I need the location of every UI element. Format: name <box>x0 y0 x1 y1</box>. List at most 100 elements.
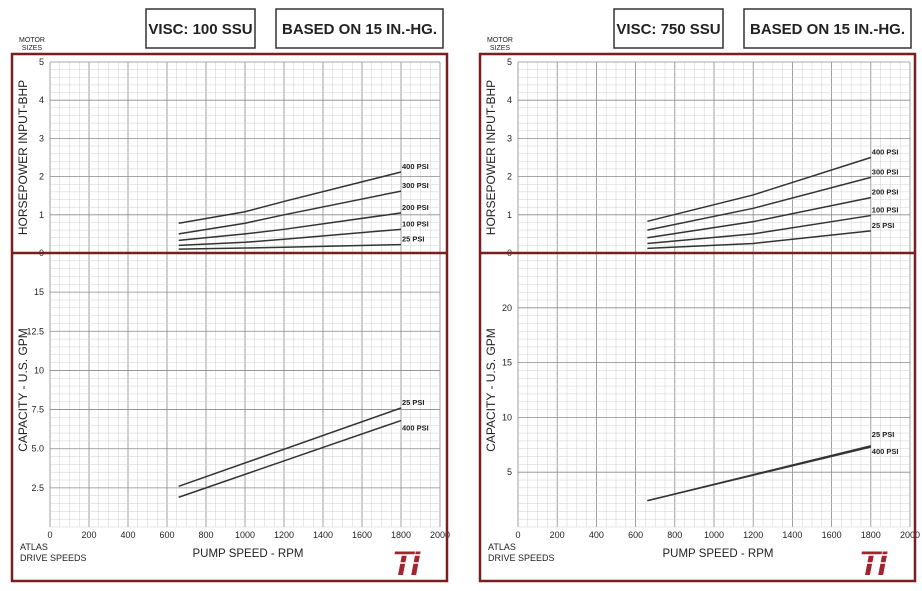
top-grid <box>517 61 911 254</box>
visc-label-box: VISC: 750 SSU <box>613 8 724 49</box>
series-line-400-psi <box>647 156 872 223</box>
bottom-y-tick-label: 5 <box>507 467 512 477</box>
series-label: 400 PSI <box>872 447 899 456</box>
logo-text: TI <box>859 545 889 583</box>
series-label: 25 PSI <box>402 235 425 244</box>
series-label: 300 PSI <box>872 167 899 176</box>
top-y-tick-label: 3 <box>507 133 512 143</box>
series-line-100-psi <box>178 228 402 247</box>
basis-label-box: BASED ON 15 IN.-HG. <box>743 8 912 49</box>
bottom-y-tick-label: 7.5 <box>31 405 44 415</box>
top-y-tick-label: 4 <box>39 95 44 105</box>
top-y-tick-label: 4 <box>507 95 512 105</box>
top-y-tick-label: 1 <box>507 210 512 220</box>
bottom-chart: 2.5 5.0 7.5 10 12.5 15 0 200 400 600 800 1000 1200 14… <box>16 252 450 540</box>
x-axis-title: PUMP SPEED - RPM <box>193 548 304 560</box>
x-tick-label: 1400 <box>782 530 802 540</box>
series-label: 400 PSI <box>872 148 899 157</box>
bottom-y-tick-label: 20 <box>502 303 512 313</box>
x-tick-label: 600 <box>159 530 174 540</box>
bottom-y-tick-label: 10 <box>502 412 512 422</box>
series-label: 400 PSI <box>402 424 429 433</box>
bottom-grid <box>49 252 441 528</box>
x-tick-label: 1000 <box>704 530 724 540</box>
top-y-tick-label: 2 <box>507 172 512 182</box>
x-tick-label: 800 <box>198 530 213 540</box>
series-label: 300 PSI <box>402 181 429 190</box>
atlas-label-line1: ATLAS <box>20 542 48 552</box>
bottom-y-tick-label: 15 <box>502 358 512 368</box>
series-line-400-psi <box>647 446 871 502</box>
x-tick-label: 1600 <box>822 530 842 540</box>
motor-sizes-label-line2: SIZES <box>490 45 511 52</box>
series-label: 200 PSI <box>402 203 429 212</box>
bottom-y-tick-label: 15 <box>34 287 44 297</box>
series-label: 100 PSI <box>872 206 899 215</box>
bottom-y-tick-label: 2.5 <box>31 483 44 493</box>
x-tick-label: 1800 <box>391 530 411 540</box>
bottom-y-axis-title: CAPACITY - U.S. GPM <box>16 328 30 452</box>
x-tick-label: 1400 <box>313 530 333 540</box>
visc-label: VISC: 750 SSU <box>616 21 720 38</box>
x-tick-label: 600 <box>628 530 643 540</box>
panel-1: VISC: 100 SSU BASED ON 15 IN.-HG. MOTORSIZ… <box>10 8 450 583</box>
series-label: 200 PSI <box>872 188 899 197</box>
series-line-400-psi <box>178 419 402 498</box>
series-line-400-psi <box>178 171 402 224</box>
top-y-tick-label: 5 <box>39 57 44 67</box>
logo-text: TI <box>392 545 422 583</box>
motor-sizes-label-line1: MOTOR <box>487 37 513 44</box>
x-tick-label: 2000 <box>430 530 450 540</box>
basis-label-box: BASED ON 15 IN.-HG. <box>275 8 444 49</box>
series-line-300-psi <box>178 190 402 235</box>
bottom-y-axis-title: CAPACITY - U.S. GPM <box>484 328 498 452</box>
series-label: 25 PSI <box>402 398 425 407</box>
x-tick-label: 0 <box>515 530 520 540</box>
motor-sizes-label-line2: SIZES <box>22 45 43 52</box>
top-y-tick-label: 5 <box>507 57 512 67</box>
series-line-200-psi <box>647 196 871 239</box>
basis-label: BASED ON 15 IN.-HG. <box>282 21 437 38</box>
series-line-200-psi <box>178 212 402 242</box>
atlas-label-line1: ATLAS <box>488 542 516 552</box>
x-tick-label: 2000 <box>900 530 920 540</box>
atlas-label-line2: DRIVE SPEEDS <box>20 553 87 563</box>
atlas-label-line2: DRIVE SPEEDS <box>488 553 555 563</box>
x-tick-label: 800 <box>667 530 682 540</box>
series-label: 400 PSI <box>402 162 429 171</box>
top-grid <box>49 61 441 254</box>
x-tick-label: 200 <box>550 530 565 540</box>
panel-frame <box>478 52 917 583</box>
top-y-tick-label: 1 <box>39 210 44 220</box>
x-tick-label: 1200 <box>743 530 763 540</box>
series-line-100-psi <box>647 214 871 245</box>
x-tick-label: 1000 <box>235 530 255 540</box>
top-y-axis-title: HORSEPOWER INPUT-BHP <box>484 80 498 235</box>
x-tick-label: 400 <box>120 530 135 540</box>
bottom-grid <box>517 252 911 528</box>
series-line-25-psi <box>178 407 402 487</box>
bottom-y-tick-label: 12.5 <box>26 326 44 336</box>
panel-2: VISC: 750 SSU BASED ON 15 IN.-HG. MOTORSIZ… <box>478 8 920 583</box>
x-tick-label: 400 <box>589 530 604 540</box>
ti-logo: TI <box>848 545 892 583</box>
top-y-tick-label: 2 <box>39 172 44 182</box>
ti-logo: TI <box>381 545 425 583</box>
bottom-y-tick-label: 10 <box>34 365 44 375</box>
series-label: 25 PSI <box>872 221 895 230</box>
series-label: 100 PSI <box>402 219 429 228</box>
top-y-tick-label: 3 <box>39 133 44 143</box>
panel-frame <box>10 52 449 583</box>
series-label: 25 PSI <box>872 430 895 439</box>
series-line-25-psi <box>647 230 871 250</box>
series-line-300-psi <box>647 176 871 231</box>
top-y-axis-title: HORSEPOWER INPUT-BHP <box>16 80 30 235</box>
x-tick-label: 1800 <box>861 530 881 540</box>
motor-sizes-label-line1: MOTOR <box>19 37 45 44</box>
bottom-y-tick-label: 5.0 <box>31 444 44 454</box>
visc-label-box: VISC: 100 SSU <box>145 8 256 49</box>
